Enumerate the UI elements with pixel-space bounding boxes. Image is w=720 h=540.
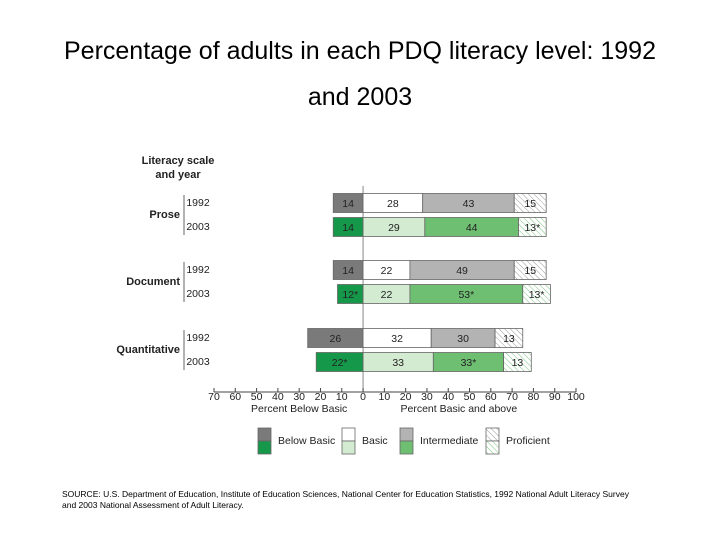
x-axis-label: Percent Basic and above xyxy=(401,403,518,415)
value-label: 49 xyxy=(456,265,468,277)
value-label: 43 xyxy=(463,198,475,210)
x-tick-label: 60 xyxy=(229,391,241,403)
legend-swatch xyxy=(399,440,414,455)
value-label: 30 xyxy=(457,333,469,345)
row-header: Literacy scale xyxy=(142,155,215,167)
x-tick-label: 50 xyxy=(464,391,476,403)
x-tick-label: 60 xyxy=(485,391,497,403)
value-label: 22* xyxy=(332,357,348,369)
x-tick-label: 10 xyxy=(379,391,391,403)
group-label: Document xyxy=(126,276,180,288)
bar xyxy=(513,260,547,280)
legend-swatch xyxy=(485,427,500,442)
x-tick-label: 70 xyxy=(208,391,220,403)
legend-label: Proficient xyxy=(506,435,550,447)
value-label: 13* xyxy=(529,289,545,301)
value-label: 13 xyxy=(512,357,524,369)
x-tick-label: 40 xyxy=(442,391,454,403)
value-label: 44 xyxy=(466,222,478,234)
value-label: 14 xyxy=(342,198,354,210)
x-tick-label: 80 xyxy=(528,391,540,403)
value-label: 22 xyxy=(381,265,393,277)
x-tick-label: 20 xyxy=(400,391,412,403)
legend-swatch xyxy=(399,427,414,442)
value-label: 33 xyxy=(392,357,404,369)
value-label: 53* xyxy=(458,289,474,301)
bar xyxy=(494,328,524,348)
x-tick-label: 30 xyxy=(421,391,433,403)
x-tick-label: 30 xyxy=(293,391,305,403)
row-label: 1992 xyxy=(186,264,210,276)
group-label: Quantitative xyxy=(116,344,180,356)
row-label: 1992 xyxy=(186,332,210,344)
legend-swatch xyxy=(341,427,356,442)
bar xyxy=(518,217,547,237)
chart-title: Percentage of adults in each PDQ literac… xyxy=(63,37,656,111)
source-note: SOURCE: U.S. Department of Education, In… xyxy=(62,489,629,510)
x-tick-label: 100 xyxy=(567,391,585,403)
value-label: 12* xyxy=(342,289,358,301)
row-label: 2003 xyxy=(186,288,210,300)
x-tick-label: 10 xyxy=(336,391,348,403)
legend-swatch xyxy=(485,440,500,455)
row-label: 1992 xyxy=(186,197,210,209)
legend-swatch xyxy=(341,440,356,455)
legend-label: Basic xyxy=(362,435,388,447)
x-axis-label: Percent Below Basic xyxy=(251,403,347,415)
bar xyxy=(503,352,532,372)
value-label: 14 xyxy=(342,222,354,234)
row-label: 2003 xyxy=(186,356,210,368)
legend-swatch xyxy=(257,427,272,442)
legend-label: Below Basic xyxy=(278,435,335,447)
legend-swatch xyxy=(257,440,272,455)
value-label: 32 xyxy=(391,333,403,345)
value-label: 13 xyxy=(503,333,515,345)
value-label: 28 xyxy=(387,198,399,210)
value-label: 15 xyxy=(524,198,536,210)
value-label: 26 xyxy=(330,333,342,345)
value-label: 22 xyxy=(381,289,393,301)
x-tick-label: 70 xyxy=(506,391,518,403)
bar xyxy=(522,284,551,304)
x-tick-label: 50 xyxy=(251,391,263,403)
row-header: and year xyxy=(155,169,201,181)
value-label: 29 xyxy=(388,222,400,234)
value-label: 15 xyxy=(524,265,536,277)
bar xyxy=(513,193,547,213)
x-tick-label: 0 xyxy=(360,391,366,403)
value-label: 33* xyxy=(461,357,477,369)
x-tick-label: 40 xyxy=(272,391,284,403)
group-label: Prose xyxy=(149,209,180,221)
x-tick-label: 90 xyxy=(549,391,561,403)
row-label: 2003 xyxy=(186,221,210,233)
x-tick-label: 20 xyxy=(315,391,327,403)
legend-label: Intermediate xyxy=(420,435,479,447)
value-label: 14 xyxy=(342,265,354,277)
value-label: 13* xyxy=(524,222,540,234)
